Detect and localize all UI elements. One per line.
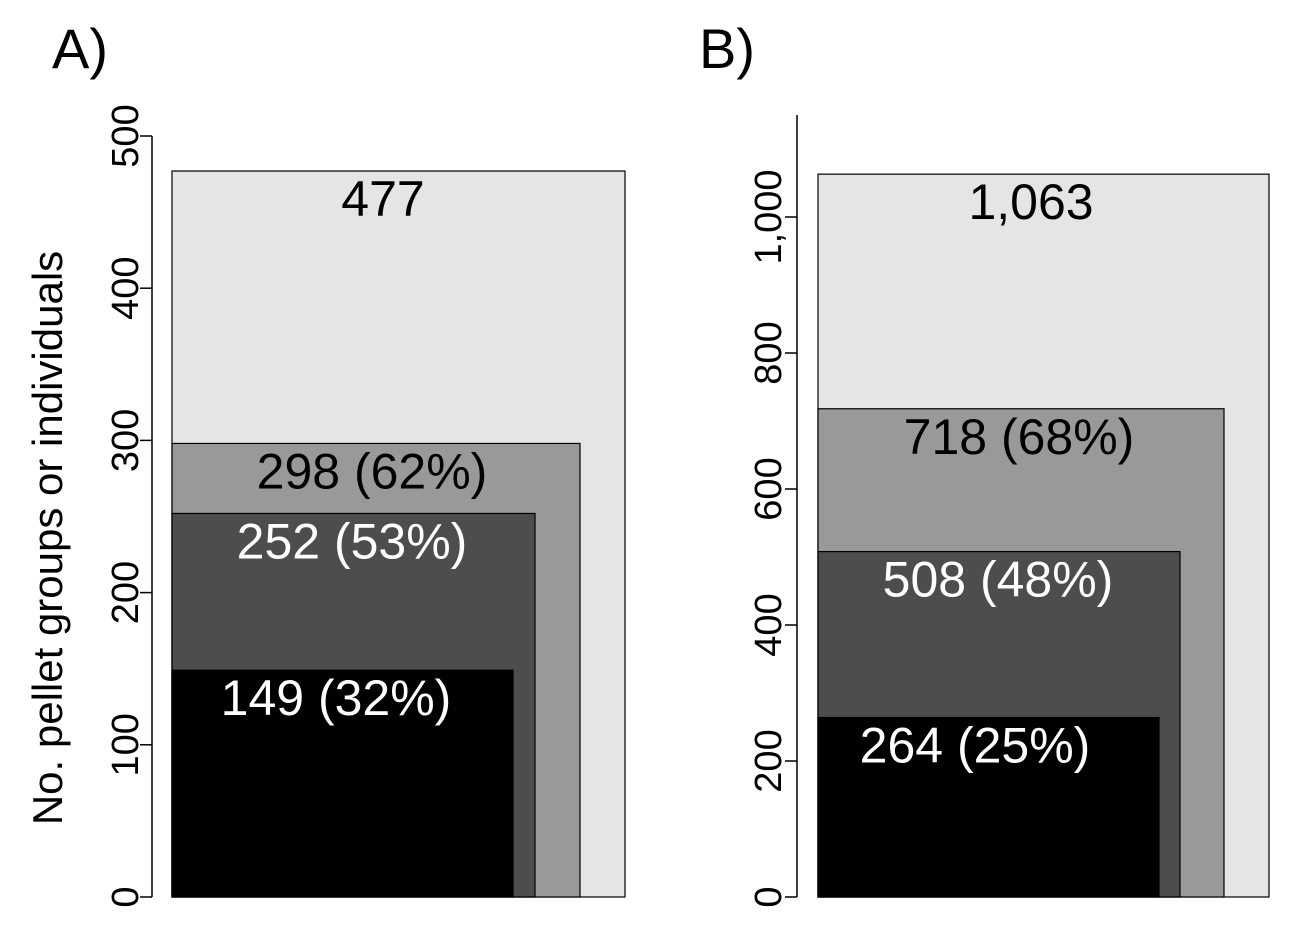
- bar-label-0: 477: [341, 171, 424, 227]
- y-tick-label: 300: [105, 409, 147, 472]
- bar-label-1: 298 (62%): [257, 443, 488, 499]
- bar-label-3: 149 (32%): [221, 670, 452, 726]
- y-tick-label: 0: [105, 886, 147, 907]
- bar-label-3: 264 (25%): [860, 717, 1091, 773]
- bar-label-1: 718 (68%): [904, 409, 1135, 465]
- y-tick-label: 600: [748, 457, 790, 520]
- y-tick-label: 200: [105, 561, 147, 624]
- y-tick-label: 200: [748, 729, 790, 792]
- bar-3: [171, 669, 514, 898]
- y-axis-label: No. pellet groups or individuals: [24, 251, 71, 825]
- bar-3: [817, 716, 1160, 898]
- bar-label-2: 252 (53%): [237, 513, 468, 569]
- y-tick-label: 400: [748, 593, 790, 656]
- y-tick-label: 0: [748, 886, 790, 907]
- bar-label-0: 1,063: [968, 174, 1093, 230]
- y-tick-label: 100: [105, 713, 147, 776]
- y-tick-label: 800: [748, 321, 790, 384]
- panel-label-b: B): [699, 17, 755, 80]
- panel-label-a: A): [52, 17, 108, 80]
- y-tick-label: 400: [105, 256, 147, 319]
- y-tick-label: 1,000: [748, 169, 790, 264]
- y-tick-label: 500: [105, 104, 147, 167]
- bar-label-2: 508 (48%): [883, 552, 1114, 608]
